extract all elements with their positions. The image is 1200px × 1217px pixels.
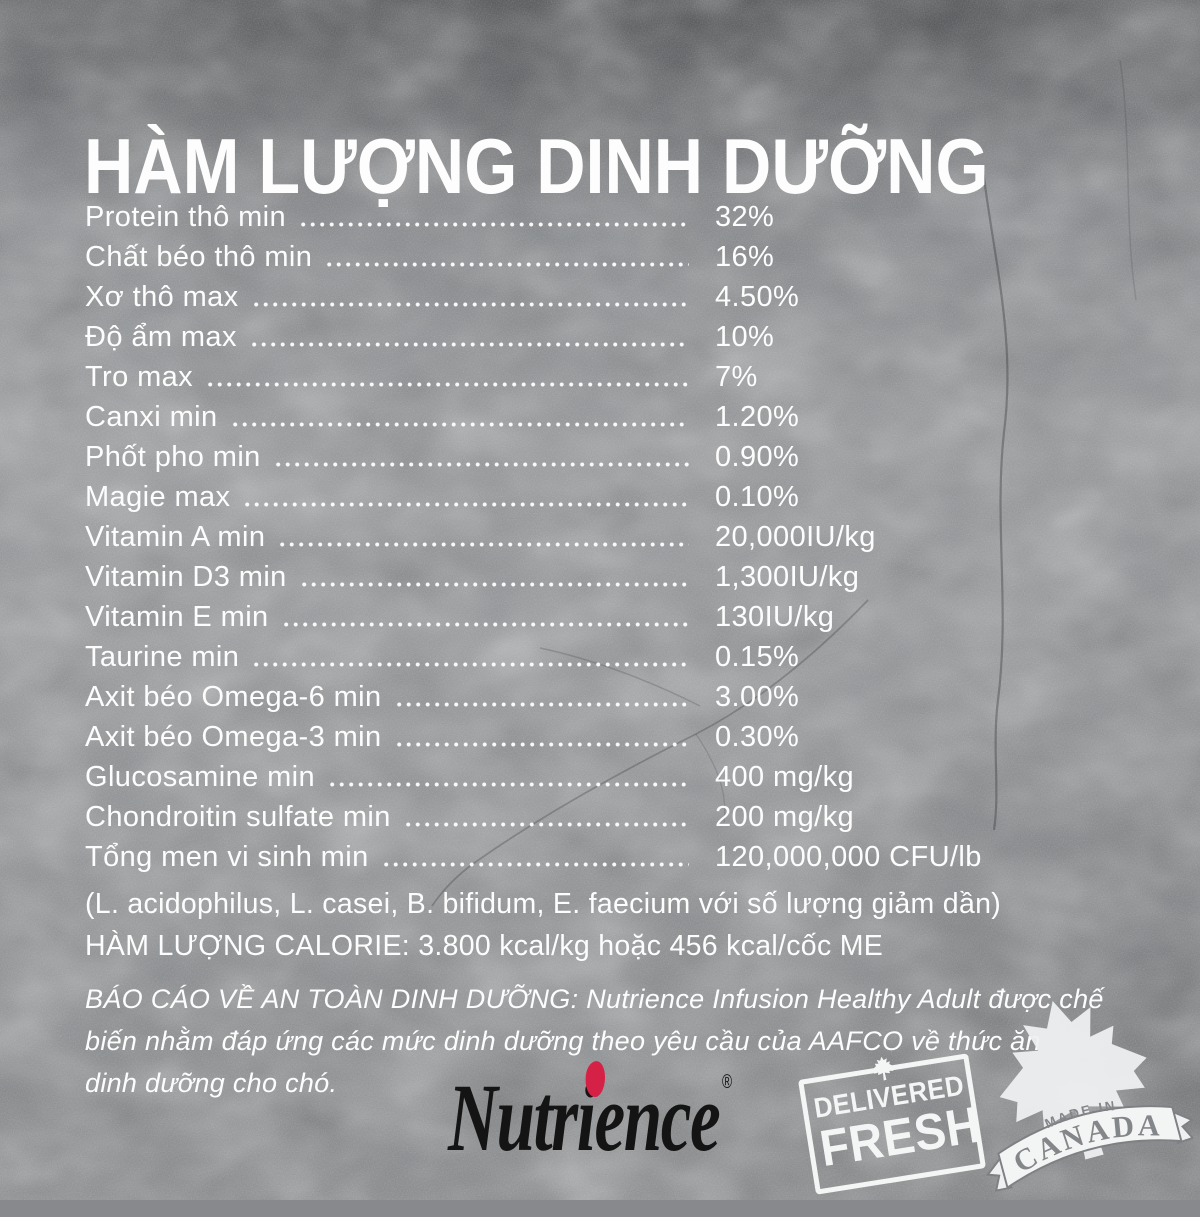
table-row: Vitamin E min 130IU/kg: [85, 594, 1010, 634]
registered-trademark: ®: [722, 1072, 733, 1093]
nutrient-value: 130IU/kg: [715, 601, 835, 633]
nutrient-value: 400 mg/kg: [715, 761, 855, 793]
nutrient-label: Axit béo Omega-6 min: [85, 681, 382, 713]
probiotics-note: (L. acidophilus, L. casei, B. bifidum, E…: [85, 888, 1002, 920]
nutrient-label: Chất béo thô min: [85, 241, 313, 273]
nutrient-value: 0.15%: [715, 641, 800, 673]
nutrient-value: 4.50%: [715, 281, 800, 313]
nutrient-label: Xơ thô max: [85, 281, 239, 313]
nutrient-value: 3.00%: [715, 681, 800, 713]
nutrient-label: Taurine min: [85, 641, 240, 673]
dotted-leader: [382, 861, 689, 868]
dotted-leader: [282, 621, 689, 628]
nutrient-value: 16%: [715, 241, 775, 273]
nutrient-label: Chondroitin sulfate min: [85, 801, 391, 833]
table-row: Vitamin A min 20,000IU/kg: [85, 514, 1010, 554]
made-in-canada-badge: MADE IN CANADA: [985, 1000, 1193, 1192]
dotted-leader: [207, 381, 689, 388]
dotted-leader: [279, 541, 689, 548]
nutrience-logo: Nutrience ®: [448, 1058, 732, 1171]
dotted-leader: [404, 821, 689, 828]
table-row: Magie max 0.10%: [85, 474, 1010, 514]
table-row: Taurine min 0.15%: [85, 634, 1010, 674]
table-row: Độ ẩm max 10%: [85, 314, 1010, 354]
nutrient-label: Magie max: [85, 481, 231, 513]
nutrient-label: Tổng men vi sinh min: [85, 841, 369, 873]
nutrient-label: Protein thô min: [85, 201, 287, 233]
table-row: Phốt pho min 0.90%: [85, 434, 1010, 474]
dotted-leader: [329, 781, 689, 788]
nutrient-value: 0.90%: [715, 441, 800, 473]
nutrient-value: 32%: [715, 201, 775, 233]
calorie-note: HÀM LƯỢNG CALORIE: 3.800 kcal/kg hoặc 45…: [85, 930, 884, 962]
nutrient-value: 7%: [715, 361, 758, 393]
dotted-leader: [300, 581, 689, 588]
table-row: Tổng men vi sinh min 120,000,000 CFU/lb: [85, 834, 1010, 874]
nutrient-label: Vitamin A min: [85, 521, 266, 553]
table-row: Protein thô min 32%: [85, 194, 1010, 234]
table-row: Tro max 7%: [85, 354, 1010, 394]
table-row: Glucosamine min 400 mg/kg: [85, 754, 1010, 794]
nutrient-label: Tro max: [85, 361, 194, 393]
dotted-leader: [253, 661, 689, 668]
nutrient-value: 20,000IU/kg: [715, 521, 876, 553]
nutrient-label: Độ ẩm max: [85, 321, 237, 353]
table-row: Chất béo thô min 16%: [85, 234, 1010, 274]
dotted-leader: [326, 261, 689, 268]
nutrient-value: 200 mg/kg: [715, 801, 855, 833]
statement-line: BÁO CÁO VỀ AN TOÀN DINH DƯỠNG: Nutrience…: [85, 984, 1104, 1014]
dotted-leader: [252, 301, 689, 308]
nutrition-table: Protein thô min 32% Chất béo thô min 16% X…: [85, 194, 1010, 874]
nutrient-label: Axit béo Omega-3 min: [85, 721, 382, 753]
table-row: Xơ thô max 4.50%: [85, 274, 1010, 314]
table-row: Canxi min 1.20%: [85, 394, 1010, 434]
nutrient-label: Glucosamine min: [85, 761, 316, 793]
table-row: Axit béo Omega-6 min 3.00%: [85, 674, 1010, 714]
dotted-leader: [244, 501, 689, 508]
nutrient-value: 1,300IU/kg: [715, 561, 860, 593]
nutrient-label: Phốt pho min: [85, 441, 261, 473]
dotted-leader: [300, 221, 689, 228]
nutrient-value: 120,000,000 CFU/lb: [715, 841, 982, 873]
table-row: Vitamin D3 min 1,300IU/kg: [85, 554, 1010, 594]
nutrient-value: 10%: [715, 321, 775, 353]
nutrient-value: 0.10%: [715, 481, 800, 513]
dotted-leader: [395, 701, 689, 708]
nutrient-label: Canxi min: [85, 401, 218, 433]
nutrience-wordmark: Nutrience: [448, 1064, 721, 1171]
table-row: Chondroitin sulfate min 200 mg/kg: [85, 794, 1010, 834]
dotted-leader: [231, 421, 689, 428]
dotted-leader: [395, 741, 689, 748]
table-row: Axit béo Omega-3 min 0.30%: [85, 714, 1010, 754]
nutrient-value: 1.20%: [715, 401, 800, 433]
nutrient-label: Vitamin E min: [85, 601, 269, 633]
dotted-leader: [274, 461, 689, 468]
nutrient-value: 0.30%: [715, 721, 800, 753]
dotted-leader: [250, 341, 689, 348]
nutrient-label: Vitamin D3 min: [85, 561, 287, 593]
